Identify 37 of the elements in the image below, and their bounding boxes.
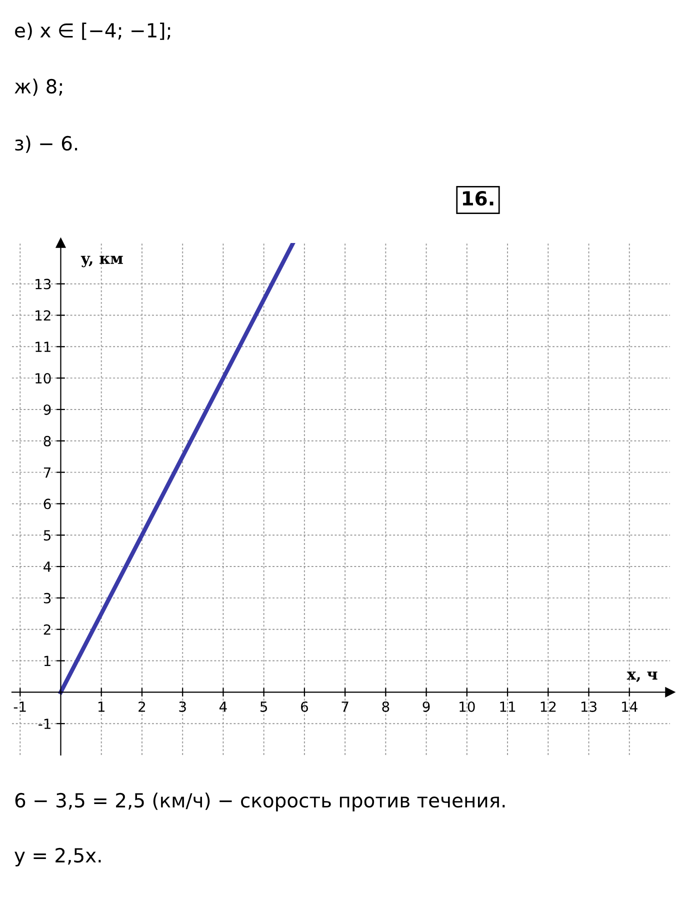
y-tick-label: 1 xyxy=(44,656,50,666)
x-tick-label: 4 xyxy=(219,702,227,712)
text: y = 2,5x. xyxy=(14,848,101,866)
x-tick-label: 8 xyxy=(382,701,390,712)
text: 16. xyxy=(462,190,494,206)
x-tick-label: 5 xyxy=(260,702,268,712)
text: ж) 8; xyxy=(14,78,62,96)
y-tick-label: 13 xyxy=(36,278,51,290)
y-tick-label: 8 xyxy=(44,436,51,446)
x-tick-label: -1 xyxy=(14,702,26,712)
x-tick-label: 3 xyxy=(179,701,186,712)
x-tick-label: 1 xyxy=(98,702,104,712)
y-tick-label: 2 xyxy=(44,624,50,635)
x-tick-label: 14 xyxy=(622,702,638,712)
y-tick-label: 9 xyxy=(44,404,51,415)
y-tick-label: 5 xyxy=(44,530,50,541)
y-tick-label: 7 xyxy=(44,467,51,478)
x-tick-label: 13 xyxy=(581,701,596,712)
text: е) x ∈ [−4; −1]; xyxy=(15,22,170,40)
y-tick-label: 6 xyxy=(44,498,51,510)
x-tick-label: 6 xyxy=(300,701,308,712)
x-tick-label: 11 xyxy=(500,702,516,712)
y-axis-title: y, км xyxy=(80,256,123,268)
x-tick-label: 10 xyxy=(460,701,475,712)
x-axis-title: x, ч xyxy=(626,672,658,682)
x-tick-label: 7 xyxy=(342,702,348,712)
x-tick-label: 9 xyxy=(422,701,430,712)
text: з) − 6. xyxy=(15,136,78,153)
x-tick-label: 12 xyxy=(540,701,556,712)
y-tick-label: 12 xyxy=(36,310,50,321)
y-tick-label: -1 xyxy=(38,718,50,729)
y-tick-label: 11 xyxy=(36,342,50,352)
y-tick-label: 10 xyxy=(36,373,51,384)
text: 6 − 3,5 = 2,5 (км/ч) − скорость против течения. xyxy=(15,792,505,812)
y-tick-label: 4 xyxy=(44,562,51,572)
y-tick-label: 3 xyxy=(44,592,51,604)
x-tick-label: 2 xyxy=(138,701,146,712)
